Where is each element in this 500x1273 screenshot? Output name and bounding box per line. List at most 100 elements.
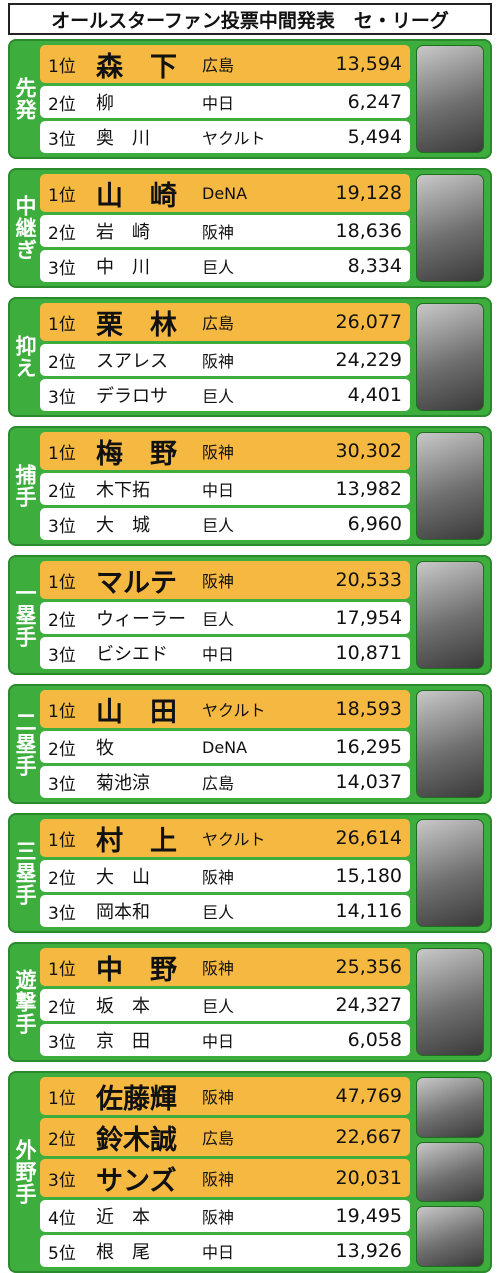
votes: 26,614 <box>335 827 402 849</box>
votes: 14,037 <box>335 771 402 793</box>
player-name: マルテ <box>96 567 177 599</box>
ranking-row: 4位近 本 阪神 19,495 <box>40 1200 410 1232</box>
rows: 1位森 下 広島 13,594 2位柳 中日 6,247 3位奥 川 ヤクルト 5,494 <box>40 45 410 153</box>
section: 抑え 1位栗 林 広島 26,077 2位 スアレス 阪神 24,229 3位 デラロサ 巨人 4,4… <box>8 297 492 417</box>
player-name: 京 田 <box>96 1031 150 1052</box>
rank: 1位 <box>48 1088 76 1109</box>
player-name: 奥 川 <box>96 128 150 149</box>
votes: 22,667 <box>335 1126 402 1148</box>
votes: 13,982 <box>335 478 402 500</box>
votes: 17,954 <box>335 607 402 629</box>
player-name: デラロサ <box>96 386 168 407</box>
section-label: 中継ぎ <box>13 195 37 261</box>
player-name: 近 本 <box>96 1207 150 1228</box>
votes: 20,533 <box>335 569 402 591</box>
team: 巨人 <box>202 516 235 535</box>
ranking-row: 2位岩 崎 阪神 18,636 <box>40 215 410 247</box>
player-name: 森 下 <box>96 51 177 83</box>
section: 二塁手 1位山 田 ヤクルト 18,593 2位牧 DeNA 16,295 3位 菊池涼 広島 14… <box>8 684 492 804</box>
player-photo <box>416 45 484 153</box>
ranking-row: 5位根 尾 中日 13,926 <box>40 1235 410 1267</box>
player-name: 中 野 <box>96 954 177 986</box>
rows: 1位梅 野 阪神 30,302 2位 木下拓 中日 13,982 3位大 城 巨人 6,960 <box>40 432 410 540</box>
page: オールスターファン投票中間発表 セ・リーグ 先発 1位森 下広島 13,594 2位柳… <box>0 3 500 1273</box>
rank: 3位 <box>48 903 76 924</box>
ranking-row: 2位坂 本 巨人 24,327 <box>40 989 410 1021</box>
team: ヤクルト <box>202 701 266 720</box>
team: ヤクルト <box>202 830 266 849</box>
ranking-row: 1位栗 林 広島 26,077 <box>40 303 410 341</box>
rows: 1位山 崎 DeNA 19,128 2位岩 崎 阪神 18,636 3位中 川 巨人 8,334 <box>40 174 410 282</box>
player-name: 木下拓 <box>96 480 150 501</box>
votes: 13,926 <box>335 1240 402 1262</box>
rank: 1位 <box>48 572 76 593</box>
photos <box>410 432 490 540</box>
team: 阪神 <box>202 1170 235 1189</box>
ranking-row: 1位 マルテ 阪神 20,533 <box>40 561 410 599</box>
section: 先発 1位森 下 広島 13,594 2位柳 中日 6,247 3位奥 川 ヤクルト 5,494 <box>8 39 492 159</box>
player-name: 牧 <box>96 738 114 759</box>
votes: 24,327 <box>335 994 402 1016</box>
votes: 30,302 <box>335 440 402 462</box>
player-name: 山 田 <box>96 696 177 728</box>
rank: 3位 <box>48 516 76 537</box>
ranking-row: 3位 菊池涼 広島 14,037 <box>40 766 410 798</box>
team: 中日 <box>202 645 235 664</box>
team: 阪神 <box>202 443 235 462</box>
rank: 3位 <box>48 387 76 408</box>
votes: 6,960 <box>347 513 402 535</box>
ranking-row: 3位中 川 巨人 8,334 <box>40 250 410 282</box>
section: 中継ぎ 1位山 崎 DeNA 19,128 2位岩 崎 阪神 18,636 3位中 川 巨人 8,… <box>8 168 492 288</box>
player-name: 岩 崎 <box>96 222 150 243</box>
rank: 2位 <box>48 1129 76 1150</box>
rows: 1位栗 林 広島 26,077 2位 スアレス 阪神 24,229 3位 デラロサ 巨人 4,401 <box>40 303 410 411</box>
rank: 1位 <box>48 959 76 980</box>
rows: 1位山 田 ヤクルト 18,593 2位牧 DeNA 16,295 3位 菊池涼 広島 14,03… <box>40 690 410 798</box>
rows: 1位 マルテ 阪神 20,533 2位 ウィーラー 巨人 17,954 3位 ビシエド 中日 10,8… <box>40 561 410 669</box>
player-name: 菊池涼 <box>96 773 150 794</box>
rank: 2位 <box>48 481 76 502</box>
votes: 5,494 <box>347 126 402 148</box>
team: 巨人 <box>202 997 235 1016</box>
team: 阪神 <box>202 1088 235 1107</box>
player-name: 佐藤輝 <box>96 1083 177 1115</box>
rank: 1位 <box>48 56 76 77</box>
votes: 47,769 <box>335 1085 402 1107</box>
votes: 10,871 <box>335 642 402 664</box>
section: 外野手 1位 佐藤輝 阪神 47,769 2位 鈴木誠 広島 22,667 3位 サンズ 阪神 20,0… <box>8 1071 492 1273</box>
section-label: 一塁手 <box>13 582 37 648</box>
title: オールスターファン投票中間発表 セ・リーグ <box>8 3 492 35</box>
rank: 1位 <box>48 701 76 722</box>
player-photo <box>416 1077 484 1138</box>
team: 巨人 <box>202 903 235 922</box>
section-label: 遊撃手 <box>13 969 37 1035</box>
team: 巨人 <box>202 258 235 277</box>
player-photo <box>416 690 484 798</box>
ranking-row: 2位 木下拓 中日 13,982 <box>40 473 410 505</box>
rank: 1位 <box>48 443 76 464</box>
rows: 1位 佐藤輝 阪神 47,769 2位 鈴木誠 広島 22,667 3位 サンズ 阪神 20,031 4… <box>40 1077 410 1267</box>
photos <box>410 1077 490 1268</box>
votes: 20,031 <box>335 1167 402 1189</box>
player-name: 柳 <box>96 93 114 114</box>
team: 阪神 <box>202 352 235 371</box>
ranking-row: 1位村 上 ヤクルト 26,614 <box>40 819 410 857</box>
team: 中日 <box>202 1032 235 1051</box>
player-name: ウィーラー <box>96 609 186 630</box>
ranking-row: 3位 岡本和 巨人 14,116 <box>40 895 410 927</box>
section-label: 抑え <box>13 335 37 379</box>
photos <box>410 174 490 282</box>
team: ヤクルト <box>202 129 266 148</box>
sections: 先発 1位森 下広島 13,594 2位柳中日 6,247 3位奥 川ヤクルト 5,494 中… <box>0 39 500 1273</box>
rank: 4位 <box>48 1208 76 1229</box>
section-label: 三塁手 <box>13 840 37 906</box>
votes: 6,247 <box>347 91 402 113</box>
votes: 14,116 <box>335 900 402 922</box>
player-name: 大 山 <box>96 867 150 888</box>
votes: 16,295 <box>335 736 402 758</box>
player-name: 大 城 <box>96 515 150 536</box>
team: 広島 <box>202 314 235 333</box>
team: 阪神 <box>202 223 235 242</box>
section: 三塁手 1位村 上 ヤクルト 26,614 2位大 山 阪神 15,180 3位 岡本和 巨人 14… <box>8 813 492 933</box>
ranking-row: 2位 ウィーラー 巨人 17,954 <box>40 602 410 634</box>
